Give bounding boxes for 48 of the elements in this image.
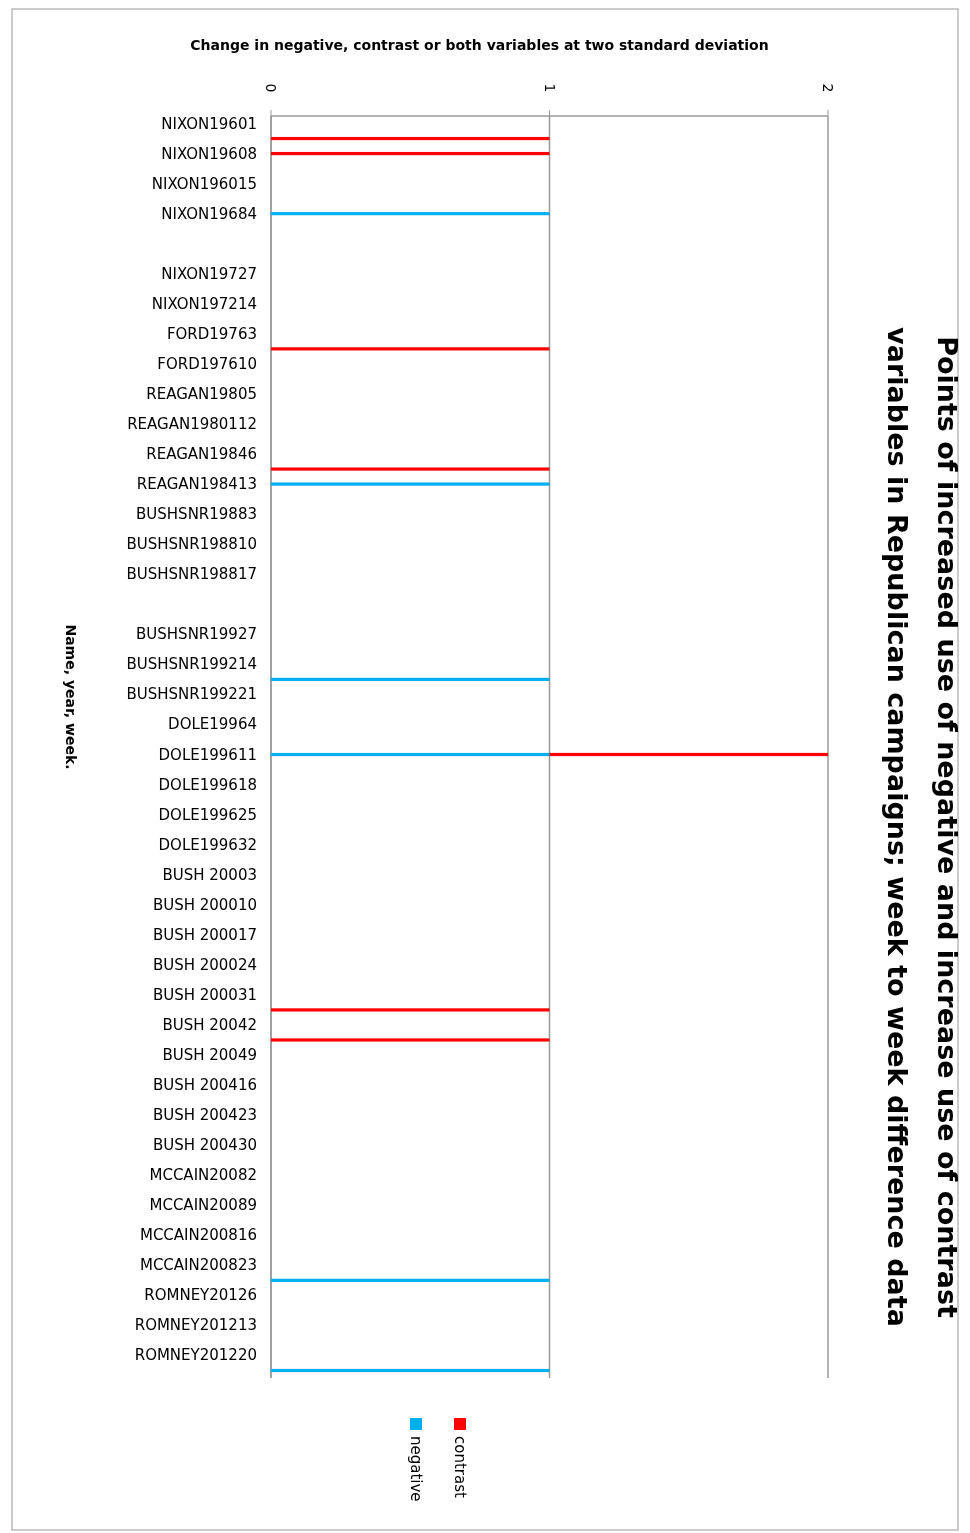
text: Points of increased use of negative and increase use of contrast variables in Republican campaigns; week to week difference data: [882, 327, 963, 1327]
y-tick-label: BUSH 200423: [152, 1106, 257, 1125]
y-tick-label: BUSHSNR19883: [136, 505, 257, 524]
y-tick-label: NIXON196015: [151, 174, 257, 193]
x-tick-label: 0: [263, 83, 279, 93]
y-tick-label: BUSHSNR199221: [126, 685, 257, 704]
y-tick-label: DOLE199618: [158, 775, 257, 794]
y-tick-label: MCCAIN200816: [139, 1226, 257, 1245]
y-tick-label: BUSHSNR198817: [126, 565, 257, 584]
y-tick-label: BUSHSNR19927: [136, 625, 257, 644]
y-tick-label: ROMNEY20126: [144, 1286, 257, 1305]
y-tick-label: REAGAN1980112: [127, 414, 257, 433]
y-tick-label: NIXON19684: [161, 204, 257, 223]
y-tick-label: DOLE199611: [158, 745, 257, 764]
x-tick-label: 2: [820, 83, 836, 93]
y-tick-label: BUSH 20003: [162, 865, 257, 884]
y-tick-label: MCCAIN200823: [139, 1256, 257, 1275]
y-tick-label: MCCAIN20082: [149, 1166, 257, 1185]
y-tick-label: ROMNEY201213: [134, 1316, 257, 1335]
y-tick-label: NIXON19608: [161, 144, 257, 163]
chart-subtitle: Change in negative, contrast or both variables at two standard deviation: [190, 37, 769, 53]
legend-label: contrast: [451, 1436, 469, 1498]
y-tick-label: BUSH 200031: [152, 985, 257, 1004]
y-tick-label: BUSH 200024: [152, 955, 257, 974]
y-tick-label: DOLE19964: [168, 715, 257, 734]
y-tick-label: MCCAIN20089: [149, 1196, 257, 1215]
y-axis-title: Name, year, week.: [63, 624, 79, 770]
y-tick-label: ROMNEY201220: [134, 1346, 257, 1365]
y-tick-label: NIXON19601: [161, 114, 257, 133]
y-tick-label: REAGAN198413: [136, 475, 257, 494]
y-tick-label: FORD19763: [166, 324, 257, 343]
y-tick-label: DOLE199632: [158, 835, 257, 854]
x-tick-label: 1: [541, 83, 558, 93]
y-tick-label: REAGAN19846: [146, 445, 257, 464]
y-tick-label: FORD197610: [157, 354, 257, 373]
y-tick-label: BUSHSNR198810: [126, 535, 257, 554]
y-tick-label: NIXON197214: [151, 294, 257, 313]
y-tick-label: DOLE199625: [158, 805, 257, 824]
y-tick-label: REAGAN19805: [146, 384, 257, 403]
y-tick-label: BUSH 20049: [162, 1045, 257, 1064]
y-tick-label: NIXON19727: [161, 264, 257, 283]
legend-label: negative: [407, 1436, 425, 1502]
y-tick-label: BUSH 20042: [162, 1015, 257, 1034]
y-tick-label: BUSH 200017: [152, 925, 257, 944]
y-tick-label: BUSH 200430: [152, 1136, 257, 1155]
y-tick-label: BUSH 200416: [152, 1076, 257, 1095]
y-tick-label: BUSHSNR199214: [126, 655, 257, 674]
y-tick-label: BUSH 200010: [152, 895, 257, 914]
